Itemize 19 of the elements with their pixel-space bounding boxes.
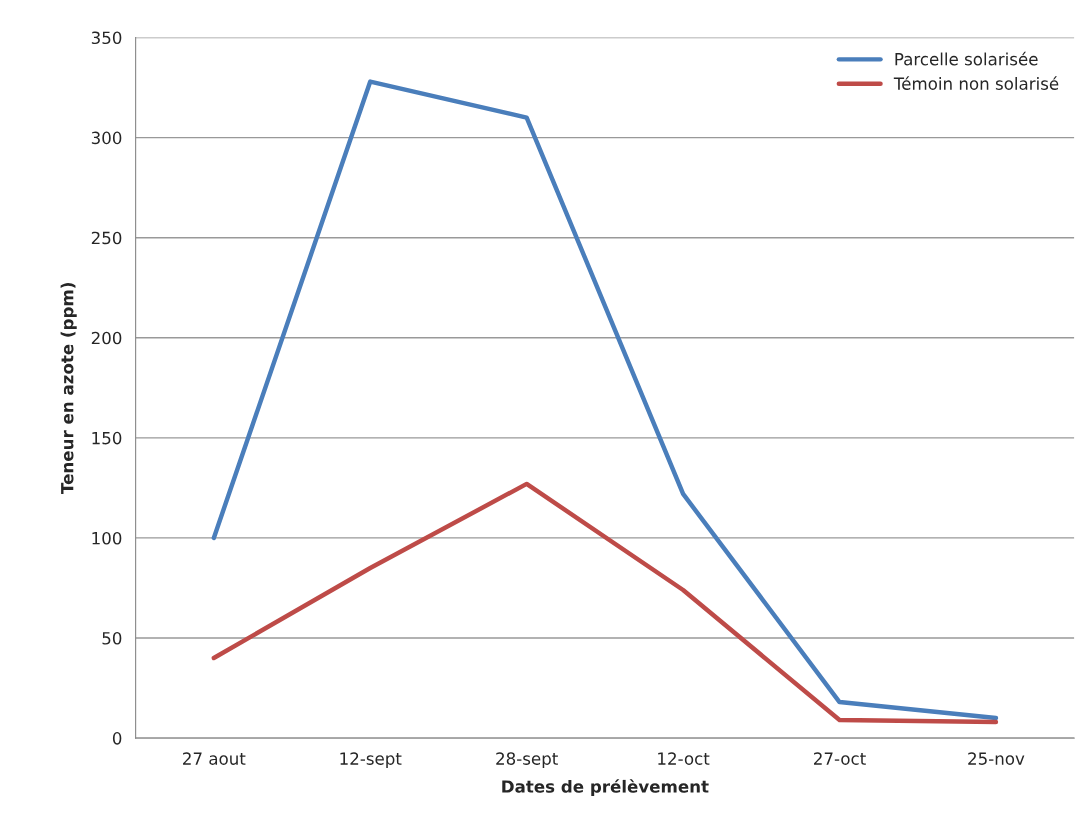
y-tick-label: 100 (92, 531, 122, 545)
x-axis-title: Dates de prélèvement (502, 779, 709, 797)
legend-label: Parcelle solarisée (895, 51, 1038, 66)
x-tick-label: 12-oct (658, 752, 710, 765)
x-tick-label: 25-nov (968, 752, 1025, 765)
y-tick-label: 150 (92, 431, 122, 445)
line-series (211, 481, 999, 725)
legend-label: Témoin non solarisé (893, 76, 1059, 90)
x-tick-label: 28-sept (496, 752, 558, 769)
y-tick-label: 0 (112, 732, 122, 745)
y-axis-title: Teneur en azote (ppm) (60, 283, 77, 494)
y-tick-label: 350 (91, 31, 122, 45)
y-tick-label: 250 (91, 231, 122, 245)
x-tick-label: 27 aout (183, 752, 246, 765)
y-tick-label: 300 (91, 131, 122, 145)
x-tick-label: 12-sept (340, 752, 402, 769)
x-tick-label: 27-oct (814, 752, 866, 765)
y-tick-label: 50 (102, 631, 122, 645)
y-tick-label: 200 (91, 331, 122, 345)
